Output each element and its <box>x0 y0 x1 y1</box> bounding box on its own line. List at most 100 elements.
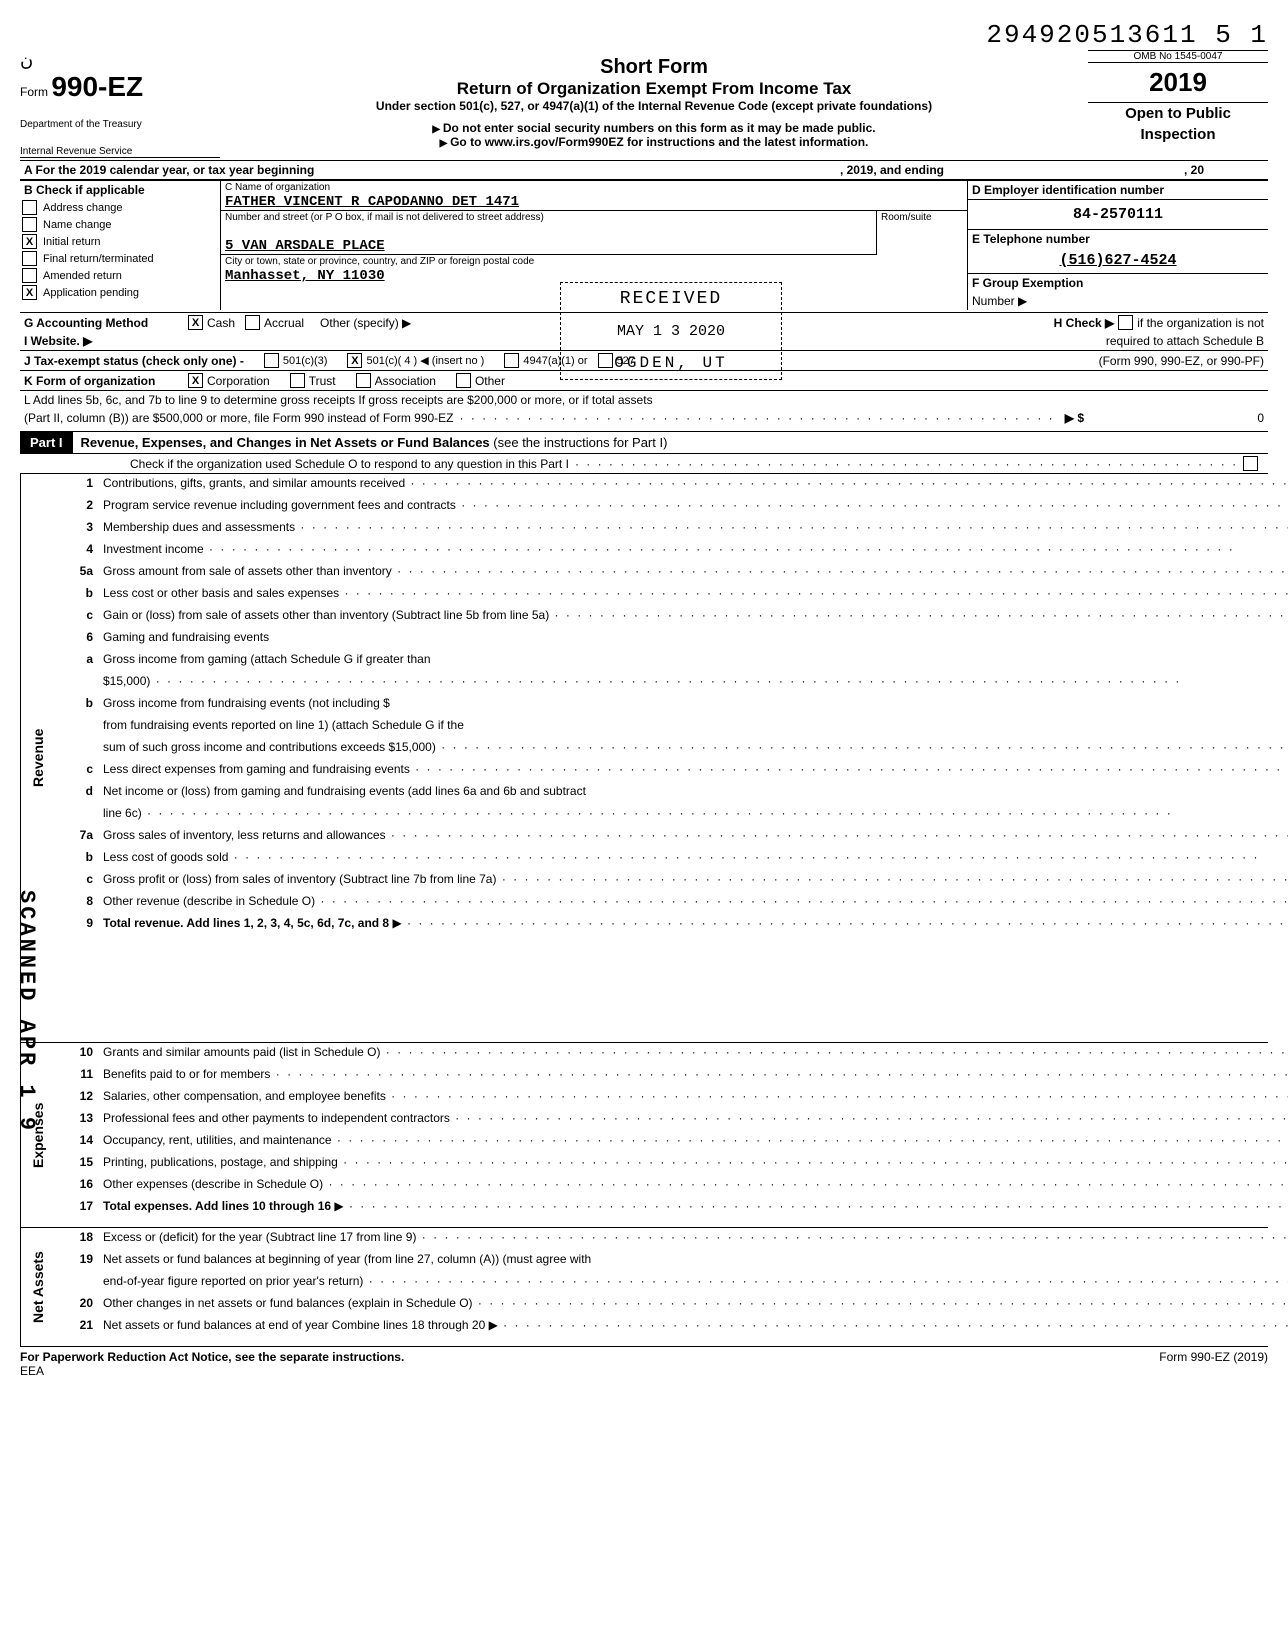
phone-value: (516)627-4524 <box>968 248 1268 274</box>
received-stamp: RECEIVED MAY 1 3 2020 OGDEN, UT <box>560 282 782 380</box>
street-label: Number and street (or P O box, if mail i… <box>221 211 876 224</box>
501c3-label: 501(c)(3) <box>283 355 328 367</box>
tax-exempt-label: J Tax-exempt status (check only one) - <box>24 354 244 368</box>
line-2: Program service revenue including govern… <box>99 496 1288 518</box>
line-21: Net assets or fund balances at end of ye… <box>99 1316 1288 1338</box>
chk-501c[interactable]: X <box>347 353 362 368</box>
section-b-label: B Check if applicable <box>20 181 220 199</box>
line-3: Membership dues and assessments <box>99 518 1288 540</box>
h-check-label: H Check ▶ <box>1054 316 1115 330</box>
chk-initial-return[interactable]: XInitial return <box>20 233 220 250</box>
line-6c: Less direct expenses from gaming and fun… <box>99 760 1288 782</box>
chk-corporation[interactable]: X <box>188 373 203 388</box>
line-7a: Gross sales of inventory, less returns a… <box>99 826 1288 848</box>
form-footer-id: Form 990-EZ (2019) <box>1159 1350 1268 1378</box>
line-6b1: Gross income from fundraising events (no… <box>99 694 1288 716</box>
street-value: 5 VAN ARSDALE PLACE <box>221 238 876 255</box>
phone-label: E Telephone number <box>968 230 1268 248</box>
form-of-org-label: K Form of organization <box>24 374 184 388</box>
line-11: Benefits paid to or for members <box>99 1065 1288 1087</box>
h-text3: (Form 990, 990-EZ, or 990-PF) <box>1099 354 1264 368</box>
line-18: Excess or (deficit) for the year (Subtra… <box>99 1228 1288 1250</box>
irs-dept: Internal Revenue Service <box>20 146 220 157</box>
line-6: Gaming and fundraising events <box>99 628 1288 650</box>
form-title-main: Return of Organization Exempt From Incom… <box>220 79 1088 99</box>
schedule-o-check: Check if the organization used Schedule … <box>20 454 1268 473</box>
chk-accrual[interactable] <box>245 315 260 330</box>
line-6d1: Net income or (loss) from gaming and fun… <box>99 782 1288 804</box>
ein-label: D Employer identification number <box>968 181 1268 200</box>
chk-other-org[interactable] <box>456 373 471 388</box>
line-7b: Less cost of goods sold <box>99 848 1288 870</box>
line-12: Salaries, other compensation, and employ… <box>99 1087 1288 1109</box>
corporation-label: Corporation <box>207 374 270 388</box>
line-5b: Less cost or other basis and sales expen… <box>99 584 1288 606</box>
chk-application-pending[interactable]: XApplication pending <box>20 284 220 301</box>
h-text2: required to attach Schedule B <box>1106 334 1264 348</box>
line-6d2: line 6c) <box>99 804 1288 826</box>
chk-name-change[interactable]: Name change <box>20 216 220 233</box>
line-15: Printing, publications, postage, and shi… <box>99 1153 1288 1175</box>
501c-label: 501(c)( 4 ) ◀ (insert no ) <box>366 354 484 367</box>
association-label: Association <box>375 374 436 388</box>
chk-501c3[interactable] <box>264 353 279 368</box>
chk-address-change[interactable]: Address change <box>20 199 220 216</box>
chk-association[interactable] <box>356 373 371 388</box>
inspection: Inspection <box>1088 124 1268 145</box>
open-to-public: Open to Public <box>1088 103 1268 124</box>
line-5c: Gain or (loss) from sale of assets other… <box>99 606 1288 628</box>
group-exemption-number: Number ▶ <box>968 292 1268 310</box>
part-i-label: Part I <box>20 432 73 453</box>
accounting-method-label: G Accounting Method <box>24 316 184 330</box>
line-17: Total expenses. Add lines 10 through 16 … <box>99 1197 1288 1219</box>
treasury-dept: Department of the Treasury <box>20 119 220 130</box>
ssn-warning: Do not enter social security numbers on … <box>220 121 1088 135</box>
line-6b3: sum of such gross income and contributio… <box>99 738 1288 760</box>
group-exemption-label: F Group Exemption <box>968 274 1268 292</box>
instructions-url: Go to www.irs.gov/Form990EZ for instruct… <box>220 135 1088 149</box>
line-16: Other expenses (describe in Schedule O) <box>99 1175 1288 1197</box>
line-l-2: (Part II, column (B)) are $500,000 or mo… <box>20 409 1268 427</box>
chk-final-return[interactable]: Final return/terminated <box>20 250 220 267</box>
city-label: City or town, state or province, country… <box>221 255 967 268</box>
tax-year: 2019 <box>1088 63 1268 103</box>
line-20: Other changes in net assets or fund bala… <box>99 1294 1288 1316</box>
trust-label: Trust <box>309 374 336 388</box>
form-title-short: Short Form <box>220 56 1088 79</box>
h-text1: if the organization is not <box>1137 316 1264 330</box>
line-6a2: $15,000) <box>99 672 1288 694</box>
line-13: Professional fees and other payments to … <box>99 1109 1288 1131</box>
chk-4947[interactable] <box>504 353 519 368</box>
line-7c: Gross profit or (loss) from sales of inv… <box>99 870 1288 892</box>
line-a-tax-year: A For the 2019 calendar year, or tax yea… <box>20 161 1268 180</box>
other-specify: Other (specify) ▶ <box>320 316 411 330</box>
line-10: Grants and similar amounts paid (list in… <box>99 1043 1288 1065</box>
handwritten-mark: ن <box>20 50 220 71</box>
revenue-side-label: Revenue <box>20 474 55 1042</box>
other-org-label: Other <box>475 374 505 388</box>
line-1: Contributions, gifts, grants, and simila… <box>99 474 1288 496</box>
ein-value: 84-2570111 <box>968 200 1268 230</box>
website-label: I Website. ▶ <box>24 334 92 348</box>
line-l-value: 0 <box>1084 411 1264 425</box>
chk-trust[interactable] <box>290 373 305 388</box>
net-assets-side-label: Net Assets <box>20 1228 55 1346</box>
line-6b2: from fundraising events reported on line… <box>99 716 1288 738</box>
form-number: Form 990-EZ <box>20 71 220 103</box>
form-subtitle: Under section 501(c), 527, or 4947(a)(1)… <box>220 99 1088 113</box>
chk-cash[interactable]: X <box>188 315 203 330</box>
chk-schedule-o[interactable] <box>1243 456 1258 471</box>
chk-schedule-b[interactable] <box>1118 315 1133 330</box>
paperwork-notice: For Paperwork Reduction Act Notice, see … <box>20 1350 404 1378</box>
line-6a1: Gross income from gaming (attach Schedul… <box>99 650 1288 672</box>
room-label: Room/suite <box>877 211 967 224</box>
line-l-1: L Add lines 5b, 6c, and 7b to line 9 to … <box>20 391 1268 409</box>
cash-label: Cash <box>207 316 235 330</box>
line-4: Investment income <box>99 540 1288 562</box>
accrual-label: Accrual <box>264 316 304 330</box>
chk-amended-return[interactable]: Amended return <box>20 267 220 284</box>
expenses-side-label: Expenses <box>20 1043 55 1227</box>
line-19-1: Net assets or fund balances at beginning… <box>99 1250 1288 1272</box>
omb-number: OMB No 1545-0047 <box>1088 50 1268 63</box>
part-i-title: Revenue, Expenses, and Changes in Net As… <box>73 432 676 453</box>
